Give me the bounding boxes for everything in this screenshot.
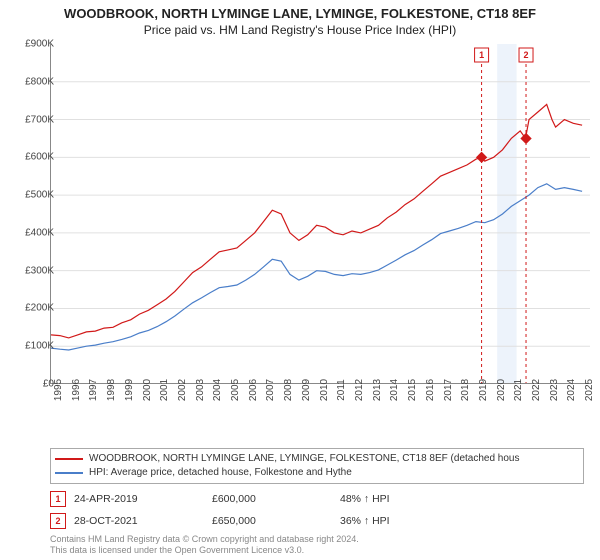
x-axis-tick-label: 2008 bbox=[283, 379, 294, 401]
y-axis-tick-label: £100K bbox=[25, 341, 54, 352]
x-axis-tick-label: 1995 bbox=[53, 379, 64, 401]
x-axis-tick-label: 2005 bbox=[230, 379, 241, 401]
sale-pct-vs-hpi: 36% ↑ HPI bbox=[340, 515, 390, 527]
x-axis-tick-label: 2010 bbox=[319, 379, 330, 401]
sale-date: 28-OCT-2021 bbox=[74, 515, 204, 527]
legend-item: HPI: Average price, detached house, Folk… bbox=[55, 466, 579, 480]
x-axis-tick-label: 2024 bbox=[566, 379, 577, 401]
x-axis-tick-label: 2018 bbox=[460, 379, 471, 401]
plot-svg: 12 bbox=[50, 44, 590, 384]
legend-label: HPI: Average price, detached house, Folk… bbox=[89, 466, 352, 480]
x-axis-tick-label: 2021 bbox=[513, 379, 524, 401]
y-axis-tick-label: £200K bbox=[25, 303, 54, 314]
legend-item: WOODBROOK, NORTH LYMINGE LANE, LYMINGE, … bbox=[55, 452, 579, 466]
chart-area: 12 bbox=[50, 44, 590, 414]
sale-marker-label: 2 bbox=[524, 50, 529, 60]
chart-title: WOODBROOK, NORTH LYMINGE LANE, LYMINGE, … bbox=[0, 0, 600, 21]
x-axis-tick-label: 2014 bbox=[389, 379, 400, 401]
legend-swatch bbox=[55, 472, 83, 474]
x-axis-tick-label: 1997 bbox=[88, 379, 99, 401]
sale-date: 24-APR-2019 bbox=[74, 493, 204, 505]
x-axis-tick-label: 2001 bbox=[159, 379, 170, 401]
footer-attribution: Contains HM Land Registry data © Crown c… bbox=[50, 534, 359, 556]
y-axis-tick-label: £500K bbox=[25, 190, 54, 201]
y-axis-tick-label: £700K bbox=[25, 114, 54, 125]
footer-line: Contains HM Land Registry data © Crown c… bbox=[50, 534, 359, 545]
legend-label: WOODBROOK, NORTH LYMINGE LANE, LYMINGE, … bbox=[89, 452, 520, 466]
x-axis-tick-label: 2000 bbox=[142, 379, 153, 401]
x-axis-tick-label: 2011 bbox=[336, 379, 347, 401]
x-axis-tick-label: 2025 bbox=[584, 379, 595, 401]
legend-box: WOODBROOK, NORTH LYMINGE LANE, LYMINGE, … bbox=[50, 448, 584, 484]
x-axis-tick-label: 1998 bbox=[106, 379, 117, 401]
y-axis-tick-label: £900K bbox=[25, 39, 54, 50]
x-axis-tick-label: 2013 bbox=[372, 379, 383, 401]
x-axis-tick-label: 2015 bbox=[407, 379, 418, 401]
legend-swatch bbox=[55, 458, 83, 460]
x-axis-tick-label: 1996 bbox=[71, 379, 82, 401]
x-axis-tick-label: 2020 bbox=[496, 379, 507, 401]
sales-table: 1 24-APR-2019 £600,000 48% ↑ HPI 2 28-OCT-202… bbox=[50, 488, 584, 532]
sale-marker-icon: 2 bbox=[50, 513, 66, 529]
sale-marker-icon: 1 bbox=[50, 491, 66, 507]
sale-marker-label: 1 bbox=[479, 50, 484, 60]
x-axis-tick-label: 2003 bbox=[195, 379, 206, 401]
x-axis-tick-label: 2004 bbox=[212, 379, 223, 401]
x-axis-tick-label: 2023 bbox=[549, 379, 560, 401]
sale-pct-vs-hpi: 48% ↑ HPI bbox=[340, 493, 390, 505]
x-axis-tick-label: 1999 bbox=[124, 379, 135, 401]
y-axis-tick-label: £600K bbox=[25, 152, 54, 163]
x-axis-tick-label: 2022 bbox=[531, 379, 542, 401]
x-axis-tick-label: 2002 bbox=[177, 379, 188, 401]
x-axis-tick-label: 2019 bbox=[478, 379, 489, 401]
y-axis-tick-label: £800K bbox=[25, 76, 54, 87]
sale-price: £650,000 bbox=[212, 515, 332, 527]
sale-row: 2 28-OCT-2021 £650,000 36% ↑ HPI bbox=[50, 510, 584, 532]
sale-price: £600,000 bbox=[212, 493, 332, 505]
x-axis-tick-label: 2006 bbox=[248, 379, 259, 401]
y-axis-tick-label: £300K bbox=[25, 265, 54, 276]
x-axis-tick-label: 2017 bbox=[443, 379, 454, 401]
y-axis-tick-label: £400K bbox=[25, 227, 54, 238]
x-axis-tick-label: 2012 bbox=[354, 379, 365, 401]
x-axis-tick-label: 2016 bbox=[425, 379, 436, 401]
sale-row: 1 24-APR-2019 £600,000 48% ↑ HPI bbox=[50, 488, 584, 510]
chart-subtitle: Price paid vs. HM Land Registry's House … bbox=[0, 21, 600, 41]
x-axis-tick-label: 2009 bbox=[301, 379, 312, 401]
footer-line: This data is licensed under the Open Gov… bbox=[50, 545, 359, 556]
x-axis-tick-label: 2007 bbox=[265, 379, 276, 401]
